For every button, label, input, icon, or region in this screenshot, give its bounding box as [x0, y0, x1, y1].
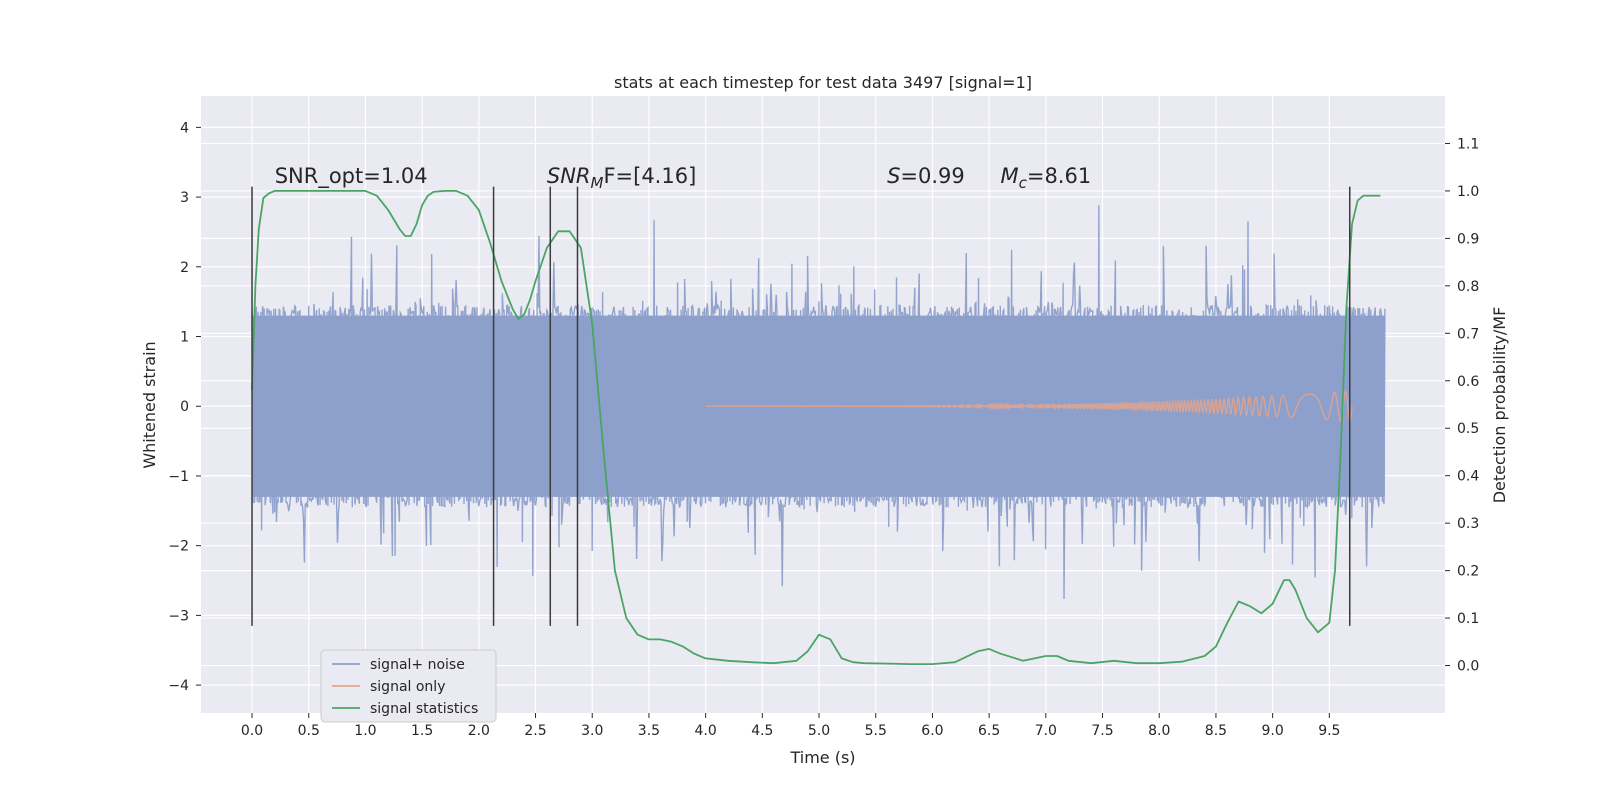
series-layer — [251, 190, 1386, 665]
annotations: SNR_opt=1.04 SNRMF=[4.16] S=0.99 Mc=8.61 — [275, 164, 1091, 192]
legend-label-signal-statistics: signal statistics — [370, 701, 478, 717]
x-tick-label: 0.0 — [241, 723, 263, 739]
y-axis-label: Whitened strain — [140, 341, 159, 468]
y2-tick-label: 0.4 — [1457, 469, 1479, 485]
y2-tick-label: 0.9 — [1457, 231, 1479, 247]
x-tick-label: 3.0 — [581, 723, 603, 739]
y-tick-label: −1 — [168, 469, 189, 485]
y2-tick-label: 0.0 — [1457, 659, 1479, 675]
y2-axis-label: Detection probability/MF — [1490, 307, 1509, 504]
x-tick-label: 6.0 — [921, 723, 943, 739]
annotation-subscript: M — [591, 174, 604, 192]
series-signal-only — [705, 389, 1353, 424]
x-tick-label: 8.0 — [1148, 723, 1170, 739]
x-tick-label: 7.0 — [1035, 723, 1057, 739]
annotation-value: =0.99 — [900, 164, 964, 188]
y-tick-labels: 4 3 2 1 0 −1 −2 −3 −4 — [168, 120, 201, 694]
x-tick-label: 2.0 — [468, 723, 490, 739]
y-tick-label: 2 — [180, 260, 189, 276]
y-tick-label: −3 — [168, 608, 189, 624]
vertical-markers — [251, 186, 1351, 626]
x-tick-label: 9.0 — [1261, 723, 1283, 739]
chart-title: stats at each timestep for test data 349… — [614, 73, 1032, 92]
annotation-text: Mc=8.61 — [1000, 164, 1091, 192]
x-tick-label: 2.5 — [524, 723, 546, 739]
legend-label-signal-noise: signal+ noise — [370, 657, 465, 673]
annotation-prefix: SNR — [547, 164, 591, 188]
y2-tick-label: 1.1 — [1457, 136, 1479, 152]
x-tick-label: 1.0 — [354, 723, 376, 739]
annotation-prefix: SNR_opt — [275, 164, 364, 189]
x-tick-label: 4.5 — [751, 723, 773, 739]
x-tick-label: 5.0 — [808, 723, 830, 739]
y2-tick-label: 0.6 — [1457, 374, 1479, 390]
annotation-value: F=[4.16] — [603, 164, 696, 188]
annotation-text: SNR_opt=1.04 — [275, 164, 428, 189]
y-tick-label: 4 — [180, 120, 189, 136]
x-tick-label: 9.5 — [1318, 723, 1340, 739]
y2-tick-label: 0.2 — [1457, 564, 1479, 580]
annotation-text: S=0.99 — [887, 164, 965, 188]
y-tick-label: −4 — [168, 678, 189, 694]
y2-tick-labels: 1.1 1.0 0.9 0.8 0.7 0.6 0.5 0.4 0.3 0.2 0.1 0.0 — [1445, 136, 1479, 675]
y-tick-label: −2 — [168, 539, 189, 555]
x-tick-label: 7.5 — [1091, 723, 1113, 739]
y2-tick-label: 1.0 — [1457, 184, 1479, 200]
y2-tick-label: 0.3 — [1457, 516, 1479, 532]
x-tick-label: 3.5 — [638, 723, 660, 739]
x-tick-label: 5.5 — [865, 723, 887, 739]
annotation-subscript: c — [1019, 174, 1028, 192]
annotation-text: SNRMF=[4.16] — [547, 164, 696, 192]
annotation-prefix: M — [1000, 164, 1018, 188]
annotation-value: =1.04 — [363, 164, 427, 188]
x-tick-label: 0.5 — [298, 723, 320, 739]
legend-box — [320, 649, 497, 723]
x-tick-labels: 0.0 0.5 1.0 1.5 2.0 2.5 3.0 3.5 4.0 4.5 5.0 5.5 6.0 6… — [241, 713, 1340, 739]
y-tick-label: 0 — [180, 399, 189, 415]
y-tick-label: 1 — [180, 330, 189, 346]
y2-tick-label: 0.8 — [1457, 279, 1479, 295]
y2-tick-label: 0.1 — [1457, 611, 1479, 627]
y-tick-label: 3 — [180, 190, 189, 206]
y2-tick-label: 0.5 — [1457, 421, 1479, 437]
x-tick-label: 8.5 — [1205, 723, 1227, 739]
y2-tick-label: 0.7 — [1457, 326, 1479, 342]
x-tick-label: 4.0 — [694, 723, 716, 739]
x-tick-label: 1.5 — [411, 723, 433, 739]
annotation-prefix: S — [887, 164, 900, 188]
annotation-value: =8.61 — [1027, 164, 1091, 188]
x-tick-label: 6.5 — [978, 723, 1000, 739]
x-axis-label: Time (s) — [789, 748, 855, 767]
legend-label-signal-only: signal only — [370, 679, 445, 695]
legend: signal+ noise signal only signal statist… — [320, 649, 497, 723]
series-signal-statistics — [251, 190, 1381, 665]
